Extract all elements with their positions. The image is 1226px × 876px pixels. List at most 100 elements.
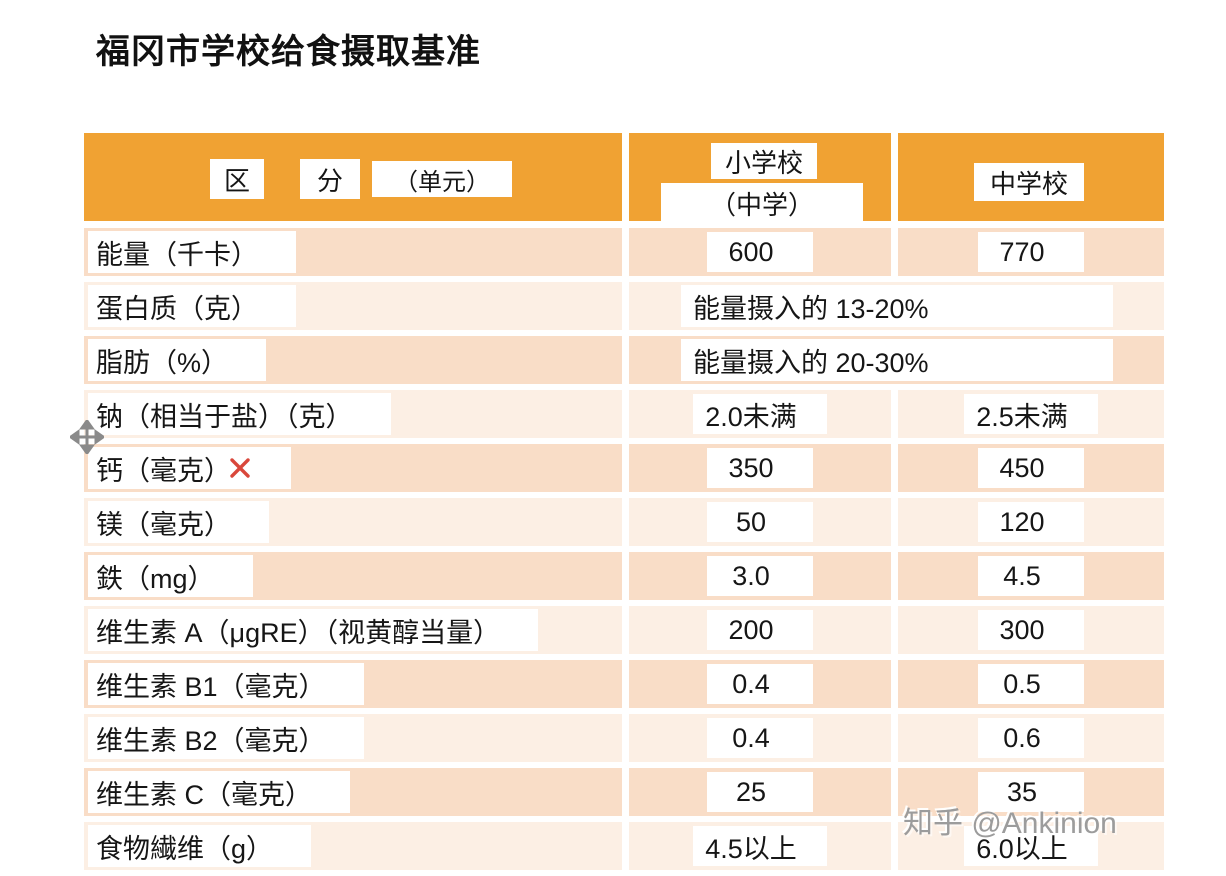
table-row: 钙（毫克） 350 450 [84, 444, 1164, 492]
row-label-text: 维生素 A（μgRE）（视黄醇当量） [96, 617, 501, 648]
row-label-cell: 维生素 A（μgRE）（视黄醇当量） [84, 606, 622, 654]
elementary-value: 200 [707, 610, 813, 650]
row-label: 食物繊维（g） [88, 825, 312, 867]
header-label-junior-high: 中学校 [974, 163, 1084, 201]
row-label-text: 镁（毫克） [96, 509, 231, 540]
table-row: 维生素 A（μgRE）（视黄醇当量） 200 300 [84, 606, 1164, 654]
elementary-value: 2.0未满 [693, 394, 827, 434]
junior-high-value: 2.5未满 [964, 394, 1098, 434]
merged-value: 能量摄入的 13-20% [681, 285, 1113, 327]
move-cursor-icon [70, 420, 104, 454]
merged-value-cell: 能量摄入的 20-30% [629, 336, 1164, 384]
table-row: 食物繊维（g） 4.5以上 6.0以上 [84, 822, 1164, 870]
junior-high-value: 770 [978, 232, 1084, 272]
junior-high-value: 0.6 [978, 718, 1084, 758]
junior-high-value-cell: 300 [898, 606, 1164, 654]
table-row: 镁（毫克） 50 120 [84, 498, 1164, 546]
row-label-text: 维生素 C（毫克） [96, 779, 312, 810]
junior-high-value-cell: 4.5 [898, 552, 1164, 600]
table-row: 蛋白质（克） 能量摄入的 13-20% [84, 282, 1164, 330]
junior-high-value-cell: 0.5 [898, 660, 1164, 708]
header-label-unit: （单元） [372, 161, 512, 197]
junior-high-value-cell: 35 [898, 768, 1164, 816]
elementary-value: 25 [707, 772, 813, 812]
row-label: 维生素 B1（毫克） [88, 663, 364, 705]
junior-high-value-cell: 450 [898, 444, 1164, 492]
header-cell-category: 区 分 （单元） [84, 133, 622, 221]
elementary-value-cell: 200 [629, 606, 891, 654]
row-label: 维生素 C（毫克） [88, 771, 350, 813]
junior-high-value: 6.0以上 [964, 826, 1098, 866]
junior-high-value-cell: 2.5未满 [898, 390, 1164, 438]
junior-high-value-cell: 120 [898, 498, 1164, 546]
row-label-cell: 蛋白质（克） [84, 282, 622, 330]
elementary-value-cell: 0.4 [629, 660, 891, 708]
page-title: 福冈市学校给食摄取基准 [96, 33, 481, 71]
table-row: 维生素 B1（毫克） 0.4 0.5 [84, 660, 1164, 708]
header-label-elementary: 小学校 [711, 143, 817, 179]
red-x-icon [230, 458, 250, 478]
junior-high-value: 0.5 [978, 664, 1084, 704]
row-label-text: 钠（相当于盐）（克） [96, 401, 353, 432]
elementary-value: 4.5以上 [693, 826, 827, 866]
row-label-cell: 维生素 B2（毫克） [84, 714, 622, 762]
row-label-text: 鉄（mg） [96, 563, 215, 594]
elementary-value: 3.0 [707, 556, 813, 596]
elementary-value-cell: 600 [629, 228, 891, 276]
row-label-text: 蛋白质（克） [96, 293, 258, 324]
row-label-cell: 维生素 B1（毫克） [84, 660, 622, 708]
merged-value: 能量摄入的 20-30% [681, 339, 1113, 381]
row-label-cell: 维生素 C（毫克） [84, 768, 622, 816]
elementary-value-cell: 4.5以上 [629, 822, 891, 870]
table-row: 能量（千卡） 600 770 [84, 228, 1164, 276]
row-label-cell: 钠（相当于盐）（克） [84, 390, 622, 438]
header-label-fen: 分 [300, 159, 360, 199]
row-label: 钙（毫克） [88, 447, 291, 489]
table-body: 能量（千卡） 600 770 蛋白质（克） 能量摄入的 13-20% 脂肪（%） [84, 228, 1164, 870]
header-cell-junior-high: 中学校 [898, 133, 1164, 221]
row-label-cell: 食物繊维（g） [84, 822, 622, 870]
row-label: 脂肪（%） [88, 339, 267, 381]
merged-value-cell: 能量摄入的 13-20% [629, 282, 1164, 330]
junior-high-value-cell: 0.6 [898, 714, 1164, 762]
row-label-text: 维生素 B2（毫克） [96, 725, 326, 756]
elementary-value: 50 [707, 502, 813, 542]
elementary-value: 0.4 [707, 664, 813, 704]
row-label: 维生素 A（μgRE）（视黄醇当量） [88, 609, 539, 651]
junior-high-value-cell: 6.0以上 [898, 822, 1164, 870]
junior-high-value: 120 [978, 502, 1084, 542]
junior-high-value: 4.5 [978, 556, 1084, 596]
elementary-value-cell: 50 [629, 498, 891, 546]
row-label-text: 维生素 B1（毫克） [96, 671, 326, 702]
row-label: 蛋白质（克） [88, 285, 296, 327]
header-label-elementary-sub: （中学） [661, 183, 863, 223]
elementary-value-cell: 350 [629, 444, 891, 492]
table-row: 维生素 C（毫克） 25 35 [84, 768, 1164, 816]
elementary-value: 600 [707, 232, 813, 272]
row-label-cell: 脂肪（%） [84, 336, 622, 384]
row-label-text: 食物繊维（g） [96, 833, 274, 864]
zhihu-watermark: 知乎 @Ankinion [903, 807, 1117, 840]
header-label-qu: 区 [210, 159, 264, 199]
row-label: 鉄（mg） [88, 555, 253, 597]
elementary-value-cell: 0.4 [629, 714, 891, 762]
row-label: 维生素 B2（毫克） [88, 717, 364, 759]
table-row: 维生素 B2（毫克） 0.4 0.6 [84, 714, 1164, 762]
elementary-value: 350 [707, 448, 813, 488]
elementary-value: 0.4 [707, 718, 813, 758]
elementary-value-cell: 25 [629, 768, 891, 816]
junior-high-value-cell: 770 [898, 228, 1164, 276]
nutrition-table: 区 分 （单元） 小学校 （中学） 中学校 能量（千卡） 600 770 蛋 [84, 133, 1164, 876]
table-header: 区 分 （单元） 小学校 （中学） 中学校 [84, 133, 1164, 223]
header-cell-elementary: 小学校 （中学） [629, 133, 891, 223]
junior-high-value: 300 [978, 610, 1084, 650]
row-label-cell: 能量（千卡） [84, 228, 622, 276]
row-label: 镁（毫克） [88, 501, 269, 543]
junior-high-value: 450 [978, 448, 1084, 488]
junior-high-value: 35 [978, 772, 1084, 812]
elementary-value-cell: 2.0未满 [629, 390, 891, 438]
row-label-text: 脂肪（%） [96, 347, 229, 378]
row-label-cell: 钙（毫克） [84, 444, 622, 492]
row-label-text: 能量（千卡） [96, 239, 258, 270]
row-label-cell: 镁（毫克） [84, 498, 622, 546]
